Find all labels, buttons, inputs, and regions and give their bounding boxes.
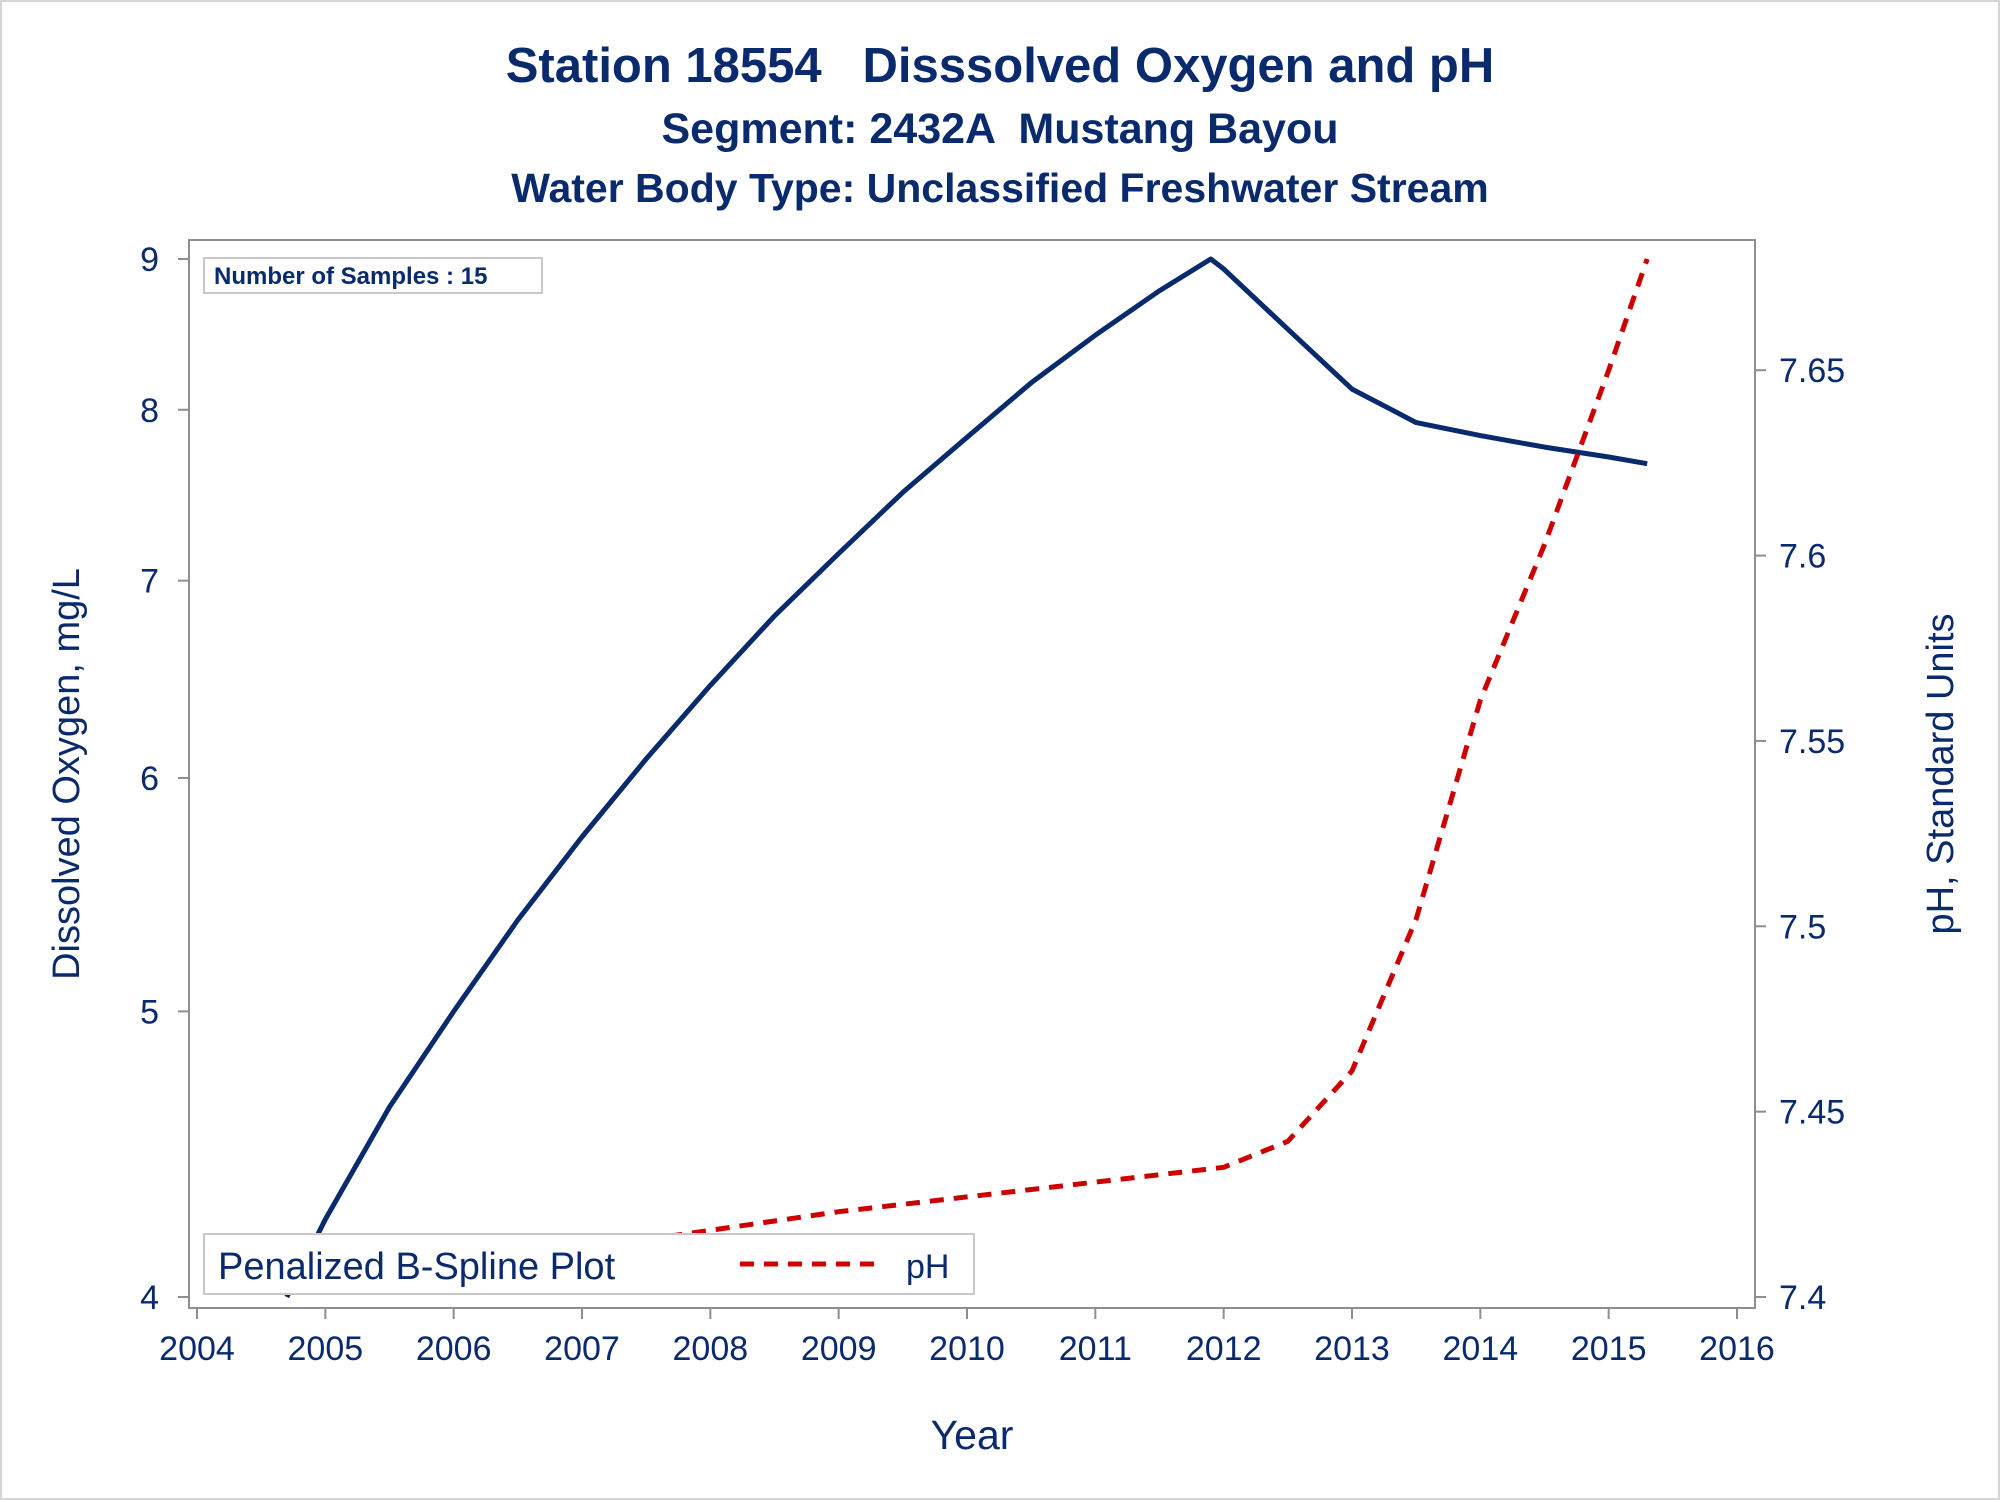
y-axis-right: 7.4 7.45 7.5 7.55 7.6 7.65 <box>1755 352 1845 1317</box>
x-tick-label: 2005 <box>288 1330 364 1368</box>
y-right-tick-label: 7.4 <box>1779 1279 1826 1317</box>
y-axis-right-label: pH, Standard Units <box>1920 613 1962 934</box>
x-tick-label: 2014 <box>1443 1330 1519 1368</box>
x-tick-label: 2010 <box>929 1330 1005 1368</box>
annotation-box <box>203 257 543 294</box>
x-tick-label: 2013 <box>1314 1330 1390 1368</box>
x-tick-label: 2006 <box>416 1330 492 1368</box>
annotation-sample-count: Number of Samples : 15 <box>214 263 487 290</box>
legend-entry-ph: pH <box>906 1248 949 1286</box>
plot-area-frame <box>188 239 1756 1309</box>
x-tick-label: 2015 <box>1571 1330 1647 1368</box>
y-left-tick-label: 8 <box>140 392 159 430</box>
y-right-tick-label: 7.6 <box>1779 538 1826 576</box>
y-right-tick-label: 7.5 <box>1779 908 1826 946</box>
legend: Penalized B-Spline Plot pH <box>203 1233 975 1295</box>
x-tick-label: 2008 <box>673 1330 749 1368</box>
x-tick-label: 2004 <box>159 1330 235 1368</box>
chart-title: Station 18554 Disssolved Oxygen and pH <box>505 39 1495 93</box>
chart-subtitle-2: Water Body Type: Unclassified Freshwater… <box>511 165 1489 211</box>
x-tick-label: 2016 <box>1699 1330 1775 1368</box>
y-axis-left: 4 5 6 7 8 9 <box>140 241 189 1317</box>
x-tick-label: 2011 <box>1059 1330 1132 1368</box>
y-left-tick-label: 5 <box>140 993 159 1031</box>
y-left-tick-label: 6 <box>140 760 159 798</box>
y-left-tick-label: 9 <box>140 241 159 279</box>
y-left-tick-label: 7 <box>140 563 159 601</box>
series-layer <box>284 256 1650 1299</box>
x-axis-label: Year <box>931 1412 1014 1458</box>
y-right-tick-label: 7.65 <box>1779 352 1845 390</box>
series-line-dissolved-oxygen <box>284 256 1648 1299</box>
y-left-tick-label: 4 <box>140 1279 159 1317</box>
series-line-ph <box>286 258 1650 1281</box>
x-tick-label: 2012 <box>1186 1330 1262 1368</box>
x-tick-label: 2007 <box>544 1330 620 1368</box>
chart-subtitle: Segment: 2432A Mustang Bayou <box>661 105 1339 153</box>
x-tick-label: 2009 <box>801 1330 877 1368</box>
x-axis: 2004 2005 2006 2007 2008 2009 2010 2011 2012 2013… <box>159 1308 1775 1368</box>
y-axis-left-label: Dissolved Oxygen, mg/L <box>46 568 88 980</box>
y-right-tick-label: 7.55 <box>1779 723 1845 761</box>
y-right-tick-label: 7.45 <box>1779 1094 1845 1132</box>
legend-title: Penalized B-Spline Plot <box>218 1246 616 1288</box>
